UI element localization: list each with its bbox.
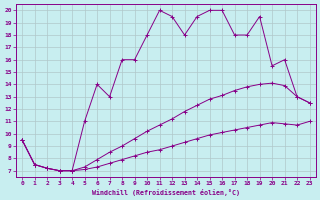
X-axis label: Windchill (Refroidissement éolien,°C): Windchill (Refroidissement éolien,°C) — [92, 189, 240, 196]
